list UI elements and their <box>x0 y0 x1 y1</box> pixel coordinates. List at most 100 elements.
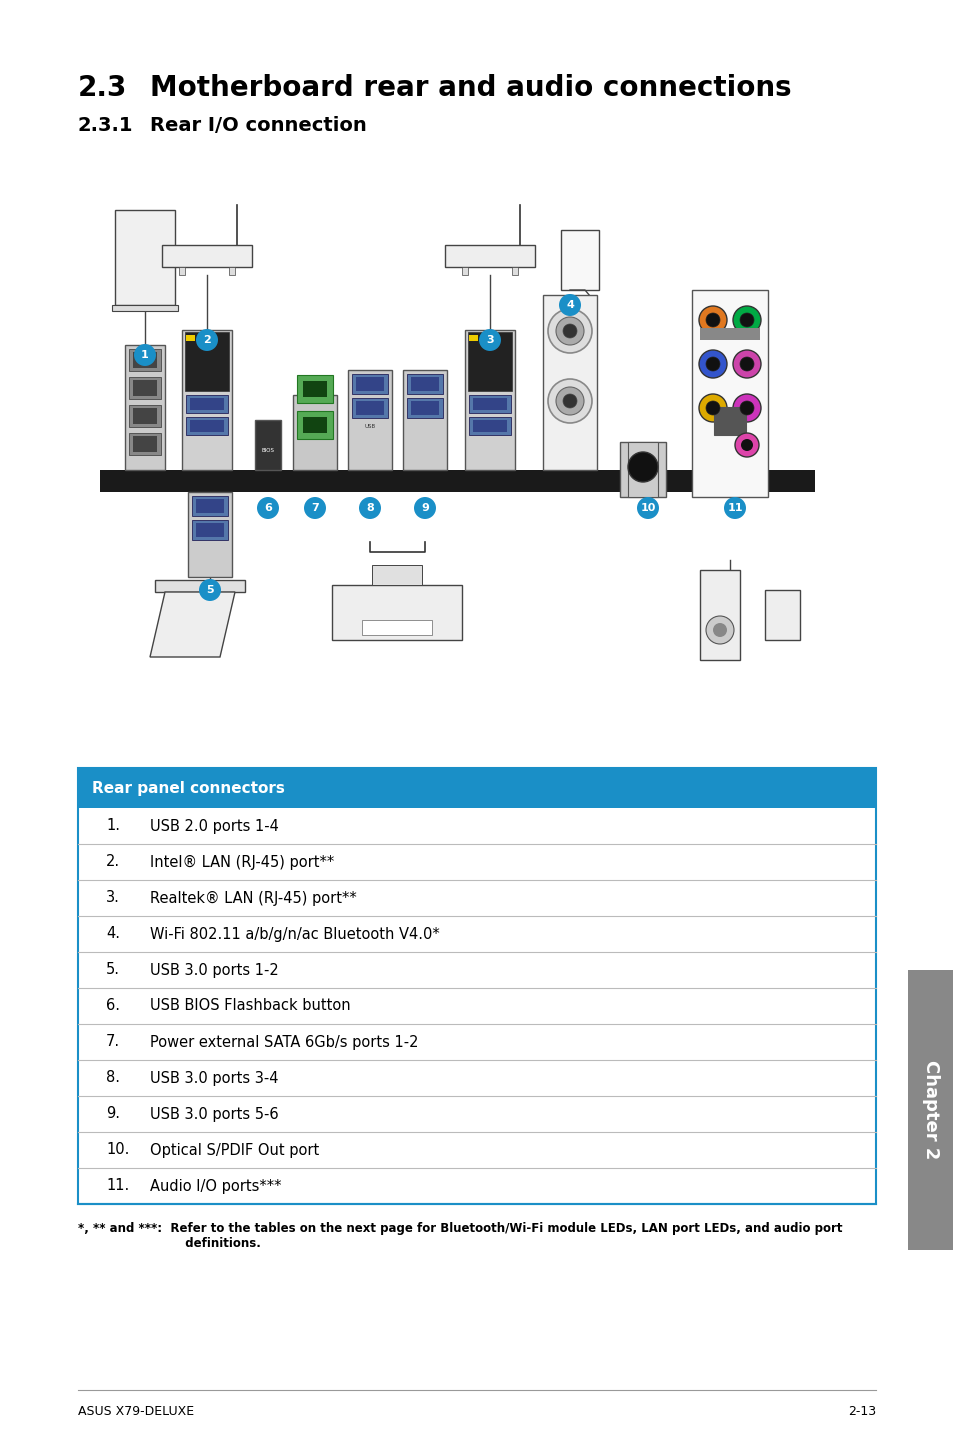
Bar <box>186 395 228 413</box>
Text: USB 3.0 ports 1-2: USB 3.0 ports 1-2 <box>150 962 278 978</box>
Bar <box>296 411 333 439</box>
Text: 6.: 6. <box>106 998 120 1014</box>
Bar <box>303 381 327 397</box>
Text: 6: 6 <box>264 503 272 513</box>
Circle shape <box>304 498 326 519</box>
Text: *, ** and ***:  Refer to the tables on the next page for Bluetooth/Wi-Fi module : *, ** and ***: Refer to the tables on th… <box>78 1222 841 1250</box>
Bar <box>115 210 174 305</box>
Text: USB 2.0 ports 1-4: USB 2.0 ports 1-4 <box>150 818 278 834</box>
Bar <box>132 380 157 395</box>
Text: 1.: 1. <box>106 818 120 834</box>
Bar <box>154 580 245 592</box>
Text: 2: 2 <box>203 335 211 345</box>
Bar <box>407 398 442 418</box>
Text: Rear I/O connection: Rear I/O connection <box>150 116 366 135</box>
Circle shape <box>712 623 726 637</box>
Text: 8.: 8. <box>106 1070 120 1086</box>
Bar <box>200 335 207 341</box>
Bar <box>129 406 161 427</box>
Text: 2.3: 2.3 <box>78 73 128 102</box>
Circle shape <box>705 401 720 416</box>
Circle shape <box>740 401 753 416</box>
Bar <box>129 377 161 398</box>
Text: Intel® LAN (RJ-45) port**: Intel® LAN (RJ-45) port** <box>150 854 334 870</box>
Text: Audio I/O ports***: Audio I/O ports*** <box>150 1179 281 1194</box>
Bar <box>162 244 252 267</box>
Text: Power external SATA 6Gb/s ports 1-2: Power external SATA 6Gb/s ports 1-2 <box>150 1034 418 1050</box>
Bar <box>186 417 228 434</box>
Circle shape <box>133 344 156 367</box>
Bar <box>764 590 800 640</box>
Text: 5: 5 <box>206 585 213 595</box>
Bar <box>112 305 178 311</box>
Bar <box>293 395 336 470</box>
Bar <box>352 398 388 418</box>
Circle shape <box>705 313 720 326</box>
Circle shape <box>547 380 592 423</box>
Text: BIOS: BIOS <box>261 447 274 453</box>
Circle shape <box>734 433 759 457</box>
Bar <box>125 345 165 470</box>
Bar <box>700 328 760 339</box>
Circle shape <box>699 349 726 378</box>
Bar <box>195 499 224 513</box>
Bar <box>78 768 875 1204</box>
Circle shape <box>195 329 218 351</box>
Text: 7.: 7. <box>106 1034 120 1050</box>
Circle shape <box>732 306 760 334</box>
Text: Rear panel connectors: Rear panel connectors <box>91 781 285 795</box>
Bar <box>192 521 228 541</box>
Circle shape <box>740 313 753 326</box>
Bar <box>691 290 767 498</box>
Text: 5.: 5. <box>106 962 120 978</box>
Circle shape <box>705 357 720 371</box>
Bar <box>132 408 157 424</box>
Circle shape <box>556 387 583 416</box>
Circle shape <box>732 394 760 421</box>
Circle shape <box>256 498 278 519</box>
Text: 7: 7 <box>311 503 318 513</box>
Circle shape <box>627 452 658 482</box>
Circle shape <box>358 498 380 519</box>
Bar <box>195 523 224 536</box>
Bar <box>482 335 490 341</box>
Circle shape <box>699 306 726 334</box>
Bar <box>192 496 228 516</box>
Bar <box>468 332 512 391</box>
Circle shape <box>558 293 580 316</box>
Bar <box>355 401 384 416</box>
Bar <box>182 329 232 470</box>
Bar <box>542 295 597 470</box>
Bar <box>129 349 161 371</box>
Bar <box>129 433 161 454</box>
Text: 3.: 3. <box>106 890 120 906</box>
Text: Optical S/PDIF Out port: Optical S/PDIF Out port <box>150 1143 319 1158</box>
Circle shape <box>199 580 221 601</box>
Bar <box>333 585 462 640</box>
Bar <box>469 395 511 413</box>
Bar <box>713 407 745 436</box>
Bar <box>411 401 438 416</box>
Bar <box>444 244 535 267</box>
Bar <box>100 470 814 492</box>
Text: 9: 9 <box>420 503 429 513</box>
Circle shape <box>562 324 577 338</box>
Bar <box>372 565 422 585</box>
Polygon shape <box>150 592 234 657</box>
Bar <box>78 768 875 808</box>
Circle shape <box>478 329 500 351</box>
Text: 4: 4 <box>565 301 574 311</box>
Text: 10.: 10. <box>106 1143 130 1158</box>
Text: 2.3.1: 2.3.1 <box>78 116 133 135</box>
Bar <box>132 352 157 368</box>
Bar <box>296 375 333 403</box>
Bar <box>627 441 658 498</box>
Bar <box>186 335 194 341</box>
Bar <box>229 267 234 275</box>
Circle shape <box>414 498 436 519</box>
Text: 2-13: 2-13 <box>847 1405 875 1418</box>
Bar <box>303 417 327 433</box>
Bar <box>473 398 506 410</box>
Bar <box>461 267 468 275</box>
Circle shape <box>705 615 733 644</box>
